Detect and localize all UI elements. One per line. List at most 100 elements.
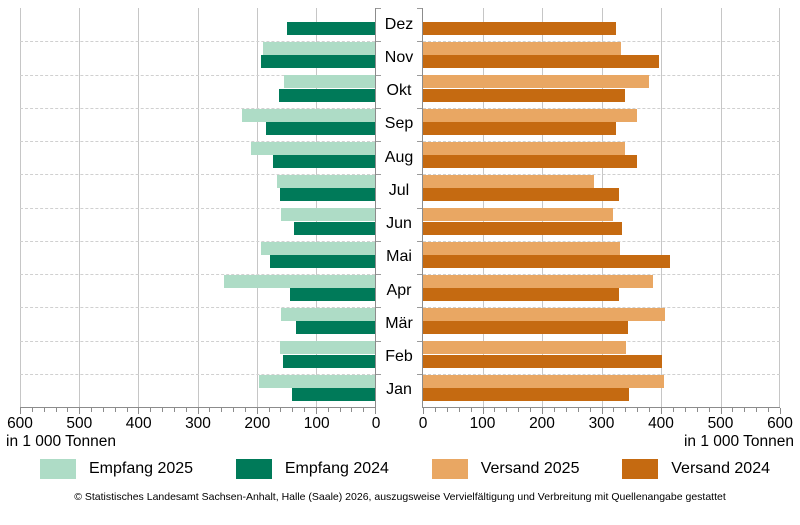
month-label-okt: Okt [386, 82, 412, 100]
month-boundary-tick [417, 41, 422, 43]
axis-tick-labels-row: 600 500 400 300 200 100 0 0 100 200 300 400 500 600 [7, 408, 793, 433]
bar-empfang-2024-sep [266, 121, 375, 135]
gridline-month-boundary [423, 141, 780, 142]
gridline-month-boundary [20, 41, 375, 43]
month-boundary-tick [417, 274, 422, 275]
bottom-axis-tick [565, 408, 567, 412]
bar-versand-2025-jun [423, 208, 614, 222]
left-axis-tick-label: 300 [185, 415, 211, 432]
gridline-month-boundary [423, 207, 780, 209]
bar-empfang-2024-nov [260, 55, 375, 69]
left-axis-tick-label: 600 [7, 415, 33, 432]
bottom-axis-tick [162, 408, 163, 412]
right-axis-tick-label: 100 [469, 415, 496, 432]
right-axis-tick-label: 500 [707, 415, 734, 432]
bottom-axis-tick [434, 408, 436, 412]
bottom-axis-tick [126, 408, 128, 412]
month-boundary-tick [417, 174, 422, 176]
month-label-sep: Sep [384, 115, 414, 133]
gridline-month-boundary [20, 74, 375, 76]
bar-empfang-2025-jun [280, 208, 375, 222]
bottom-axis-tick [708, 408, 710, 412]
bottom-axis-tick [339, 408, 341, 412]
bottom-axis-tick [530, 408, 532, 412]
month-boundary-tick [376, 8, 381, 9]
left-axis-tick-label: 200 [244, 415, 271, 432]
bar-versand-2025-mär [423, 308, 666, 322]
bottom-axis-tick [684, 408, 686, 412]
bottom-axis-tick [542, 408, 543, 414]
gridline-month-boundary [20, 107, 375, 109]
gridline-month-boundary [423, 74, 780, 76]
month-boundary-tick [376, 240, 381, 242]
left-axis-tick-label: 400 [125, 415, 152, 432]
bar-empfang-2025-nov [262, 42, 375, 56]
right-axis-tick-label: 300 [588, 415, 615, 432]
month-label-jul: Jul [388, 181, 410, 199]
bottom-axis-tick [315, 408, 317, 414]
right-axis-tick-label: 0 [418, 415, 428, 432]
bottom-axis-tick [55, 408, 57, 412]
gridline-month-boundary [20, 174, 375, 176]
bar-empfang-2025-jul [277, 175, 375, 189]
left-axis-tick-labels: 600 500 400 300 200 100 0 [7, 408, 380, 433]
bar-empfang-2025-aug [250, 141, 375, 155]
legend-label: Versand 2025 [480, 460, 580, 477]
diverging-bar-chart: Dez Nov Okt Sep Aug Jul Jun Mai Apr Mär Feb Jan [20, 8, 781, 414]
bottom-axis-tick [446, 408, 448, 412]
gridline-month-boundary [20, 240, 375, 242]
gridline-month-boundary [423, 340, 780, 342]
bar-empfang-2024-jan [291, 387, 375, 401]
bottom-axis-tick [327, 408, 329, 412]
month-boundary-tick [376, 41, 381, 43]
right-axis-tick-label: 400 [648, 415, 674, 432]
bar-versand-2024-okt [423, 88, 625, 102]
bar-versand-2024-mai [423, 254, 670, 268]
bottom-axis-tick [672, 408, 674, 412]
bottom-axis-tick [351, 408, 353, 412]
bottom-axis-tick [553, 408, 555, 412]
bar-versand-2025-mai [423, 241, 620, 255]
bar-versand-2024-sep [423, 121, 617, 135]
bottom-axis-tick [91, 408, 92, 412]
empfang-2024-swatch-icon [235, 459, 272, 479]
gridline-month-boundary [423, 41, 780, 43]
month-label-jan: Jan [386, 381, 412, 399]
bottom-axis-tick [138, 408, 140, 414]
bottom-axis-tick [649, 408, 651, 412]
bar-versand-2025-okt [423, 75, 649, 89]
bar-versand-2025-jul [423, 175, 595, 189]
bottom-axis-tick [601, 408, 603, 414]
bottom-axis-tick [304, 408, 305, 412]
month-boundary-tick [376, 373, 381, 375]
bottom-axis-tick [221, 408, 223, 412]
bottom-axis-tick [150, 408, 152, 412]
gridline-month-boundary [423, 107, 780, 109]
versand-plot-area [417, 8, 781, 414]
bottom-axis-tick [732, 408, 734, 412]
bottom-axis-tick [696, 408, 698, 412]
bar-versand-2024-feb [423, 354, 663, 368]
month-label-mai: Mai [386, 248, 412, 266]
month-label-dez: Dez [384, 15, 414, 33]
bottom-axis-tick [423, 408, 424, 414]
bottom-axis-tick [506, 408, 508, 412]
bar-empfang-2025-feb [280, 341, 375, 355]
bar-versand-2025-apr [423, 274, 653, 288]
gridline-month-boundary [423, 240, 780, 242]
month-boundary-tick [376, 340, 381, 342]
month-boundary-tick [376, 74, 381, 76]
gridline-month-boundary [423, 307, 780, 309]
bar-empfang-2024-mär [295, 321, 375, 335]
bar-versand-2024-jul [423, 188, 620, 202]
bar-empfang-2024-dez [287, 22, 375, 36]
bottom-axis-tick [79, 408, 81, 414]
bottom-axis-tick [375, 408, 376, 414]
gridline-month-boundary [20, 340, 375, 342]
bottom-axis-tick [768, 408, 770, 412]
bottom-axis-tick [780, 408, 781, 414]
legend-item-versand-2024: Versand 2024 [622, 459, 770, 479]
bar-empfang-2024-jul [279, 188, 375, 202]
gridline-month-boundary [20, 141, 375, 142]
left-axis-tick-label: 500 [66, 415, 93, 432]
